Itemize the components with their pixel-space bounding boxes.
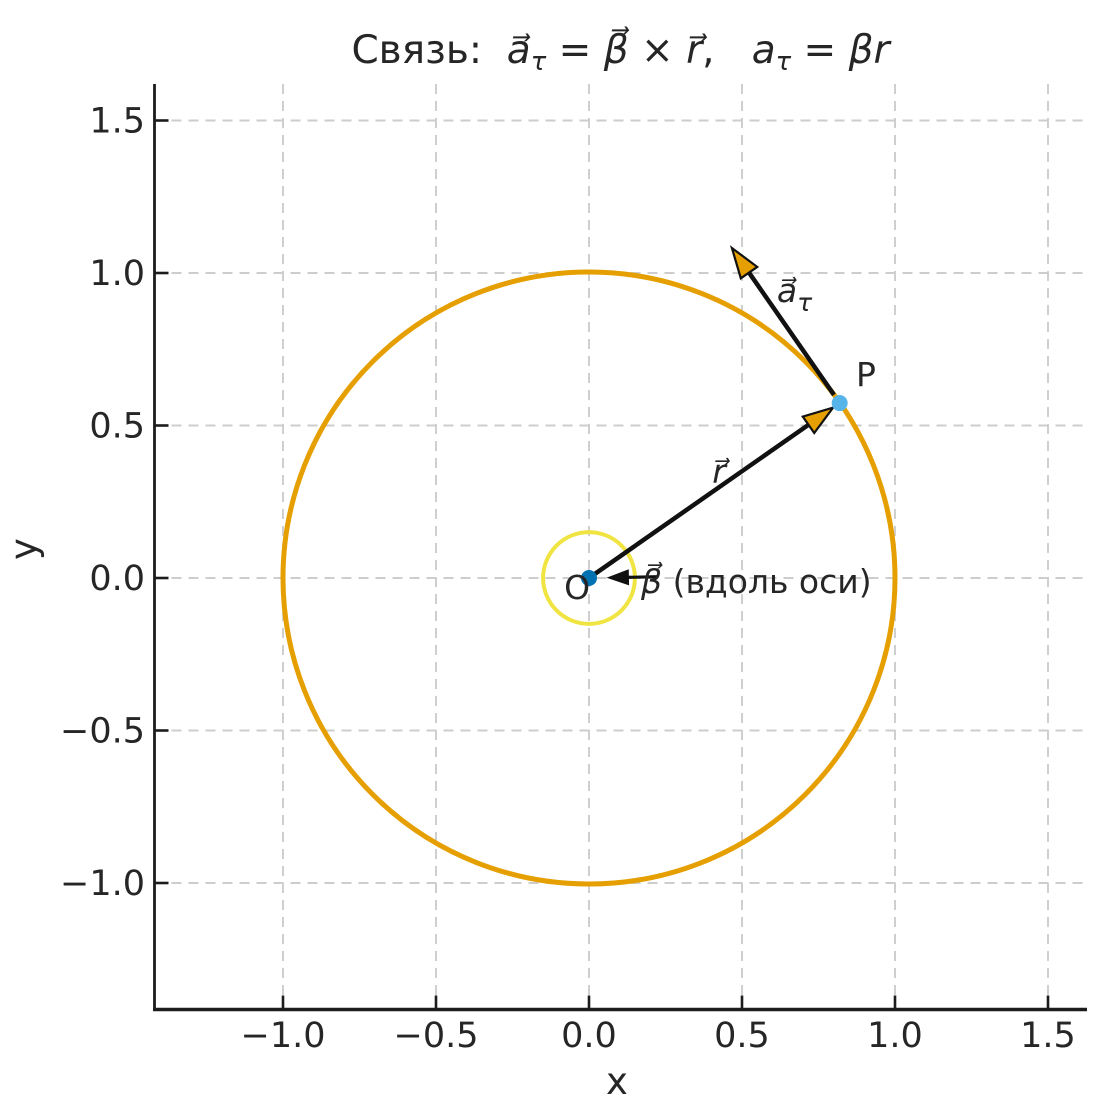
y-tick-label: 1.5 — [89, 102, 145, 142]
title-part: a — [751, 28, 776, 73]
y-tick-label: 0.5 — [89, 407, 145, 447]
title-part: = — [546, 28, 604, 73]
title-part: , — [702, 28, 752, 73]
title-part: × — [628, 28, 687, 73]
vector-beta-shaft — [624, 575, 657, 580]
y-tick-label: 0.0 — [89, 559, 145, 599]
x-tick-label: 1.0 — [867, 1016, 923, 1056]
vector-a-tau-arrowhead — [729, 245, 760, 281]
label-P: P — [856, 355, 876, 394]
y-tick-label: −1.0 — [60, 864, 145, 904]
x-axis-label: x — [606, 1060, 628, 1103]
chart-title: Связь: a⃗τ = β⃗ × r⃗, aτ = βr — [154, 28, 1087, 78]
title-part: = — [791, 28, 849, 73]
vector-r-shaft — [587, 421, 813, 580]
vector-a-tau-shaft — [745, 268, 836, 397]
x-tick-label: −0.5 — [394, 1016, 479, 1056]
point-P — [831, 395, 848, 412]
vector-beta-arrowhead — [606, 569, 630, 586]
x-tick-label: 0.5 — [714, 1016, 770, 1056]
x-tick-label: 0.0 — [561, 1016, 617, 1056]
x-tick-label: 1.5 — [1020, 1016, 1076, 1056]
y-tick-label: 1.0 — [89, 254, 145, 294]
title-part: τ — [530, 47, 547, 78]
point-O — [581, 570, 597, 586]
title-part: a⃗ — [506, 28, 531, 73]
trajectory-circle — [280, 269, 898, 887]
title-part: β⃗ — [603, 28, 629, 73]
label-beta: β⃗ (вдоль оси) — [640, 561, 872, 601]
title-part: βr — [848, 28, 890, 73]
title-part: τ — [775, 47, 792, 78]
x-tick-label: −1.0 — [241, 1016, 326, 1056]
label-a-tau: a⃗τ — [777, 271, 813, 317]
label-r: r⃗ — [712, 452, 731, 491]
title-part: Связь: — [351, 28, 507, 73]
vector-r-arrowhead — [801, 405, 836, 435]
y-tick-label: −0.5 — [60, 712, 145, 752]
y-axis-label: y — [2, 538, 45, 560]
title-part: r⃗ — [686, 28, 703, 73]
label-O: O — [564, 568, 590, 607]
